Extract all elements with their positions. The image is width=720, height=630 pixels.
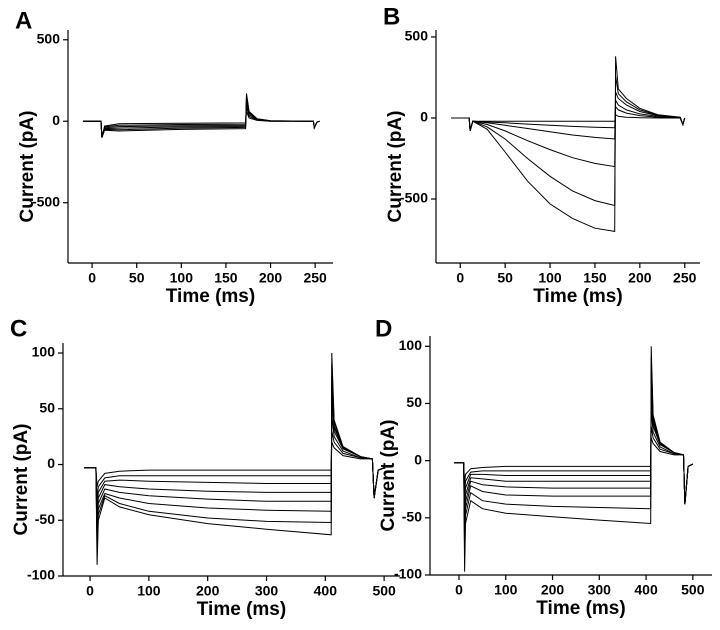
current-trace <box>84 352 385 565</box>
x-tick-label: 150 <box>214 270 238 286</box>
y-tick-label: 0 <box>414 451 422 467</box>
y-tick-label: -50 <box>35 511 55 527</box>
current-trace <box>83 101 320 138</box>
y-tick-label: -50 <box>402 509 422 525</box>
current-trace <box>83 106 320 138</box>
y-tick-label: 50 <box>406 394 422 410</box>
y-tick-label: -500 <box>32 193 60 209</box>
y-tick-label: 100 <box>32 344 56 360</box>
current-trace <box>454 409 694 507</box>
x-tick-label: 100 <box>137 583 161 599</box>
y-tick-label: 500 <box>405 28 429 44</box>
current-trace <box>83 98 320 138</box>
x-axis-label: Time (ms) <box>166 286 255 307</box>
x-tick-label: 0 <box>456 270 464 286</box>
x-tick-label: 0 <box>86 583 94 599</box>
y-tick-label: 0 <box>420 109 428 125</box>
current-trace <box>454 369 694 541</box>
current-trace <box>84 442 385 499</box>
x-tick-label: 0 <box>455 582 463 598</box>
x-tick-label: 200 <box>196 583 220 599</box>
y-tick-label: -500 <box>400 190 428 206</box>
current-trace <box>451 98 686 140</box>
current-trace <box>451 105 686 132</box>
x-tick-label: 250 <box>673 270 697 286</box>
y-tick-label: 500 <box>37 30 61 46</box>
current-trace <box>451 75 686 207</box>
x-tick-label: 50 <box>497 270 513 286</box>
current-trace <box>83 93 320 138</box>
current-trace <box>454 357 694 558</box>
x-tick-label: 200 <box>628 270 652 286</box>
panel-label: B <box>383 3 400 30</box>
y-axis-label: Current (pA) <box>11 424 32 536</box>
current-trace <box>84 364 385 554</box>
y-tick-label: 100 <box>399 337 423 353</box>
current-trace <box>84 414 385 510</box>
current-trace <box>454 346 694 572</box>
x-tick-label: 500 <box>681 582 705 598</box>
x-axis-label: Time (ms) <box>533 286 622 307</box>
y-axis-label: Current (pA) <box>385 111 406 223</box>
x-tick-label: 200 <box>541 582 565 598</box>
panel-label: C <box>10 315 27 342</box>
current-trace <box>84 397 385 521</box>
x-axis-label: Time (ms) <box>536 598 625 619</box>
y-tick-label: -100 <box>394 566 422 582</box>
x-tick-label: 250 <box>303 270 327 286</box>
x-tick-label: 200 <box>259 270 283 286</box>
panel-label: A <box>15 7 32 34</box>
current-trace <box>451 56 686 232</box>
x-tick-label: 300 <box>255 583 279 599</box>
y-axis-label: Current (pA) <box>17 111 38 223</box>
current-trace <box>84 375 385 543</box>
x-tick-label: 100 <box>170 270 194 286</box>
x-tick-label: 500 <box>372 583 396 599</box>
x-tick-label: 100 <box>538 270 562 286</box>
y-tick-label: 50 <box>39 399 55 415</box>
y-tick-label: -100 <box>27 567 55 583</box>
x-tick-label: 300 <box>588 582 612 598</box>
x-tick-label: 0 <box>88 270 96 286</box>
current-trace <box>454 391 694 518</box>
x-tick-label: 100 <box>494 582 518 598</box>
x-tick-label: 400 <box>314 583 338 599</box>
panel-label: D <box>375 315 392 342</box>
x-tick-label: 150 <box>583 270 607 286</box>
x-tick-label: 50 <box>129 270 145 286</box>
x-axis-label: Time (ms) <box>197 599 286 620</box>
y-tick-label: 0 <box>52 112 60 128</box>
y-axis-label: Current (pA) <box>378 420 399 532</box>
y-tick-label: 0 <box>47 455 55 471</box>
x-tick-label: 400 <box>634 582 658 598</box>
